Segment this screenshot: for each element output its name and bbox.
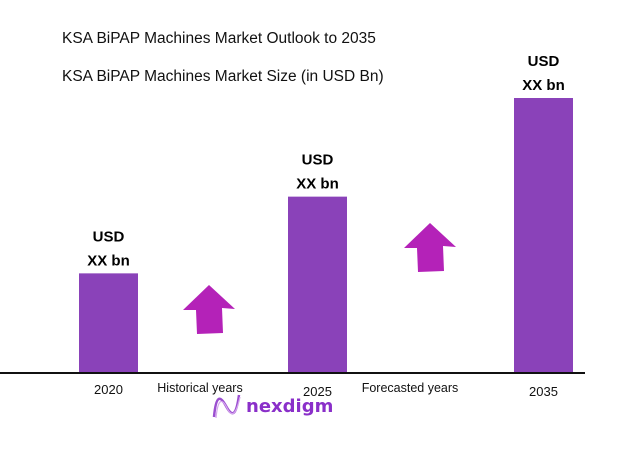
bar-2035	[514, 98, 573, 372]
data-label: XX bn	[296, 176, 339, 193]
period-label: Historical years	[157, 381, 242, 395]
x-tick-label: 2020	[94, 382, 123, 397]
chart-title: KSA BiPAP Machines Market Outlook to 203…	[62, 30, 376, 47]
nexdigm-logo: nexdigm	[212, 393, 333, 419]
period-label: Forecasted years	[362, 381, 459, 395]
logo-wave-icon	[212, 394, 241, 419]
growth-arrow-icon	[404, 223, 456, 272]
data-label: USD	[302, 152, 334, 169]
chart-subtitle: KSA BiPAP Machines Market Size (in USD B…	[62, 68, 384, 85]
logo-text: nexdigm	[246, 395, 334, 417]
data-label: XX bn	[87, 252, 130, 269]
data-label: XX bn	[522, 77, 565, 94]
x-tick-label: 2035	[529, 384, 558, 399]
bar-2020	[79, 273, 138, 372]
growth-arrow-icon	[183, 285, 235, 334]
bar-2025	[288, 196, 347, 372]
x-tick-label: 2025	[303, 384, 332, 399]
data-label: USD	[528, 53, 560, 70]
data-label: USD	[93, 228, 125, 245]
